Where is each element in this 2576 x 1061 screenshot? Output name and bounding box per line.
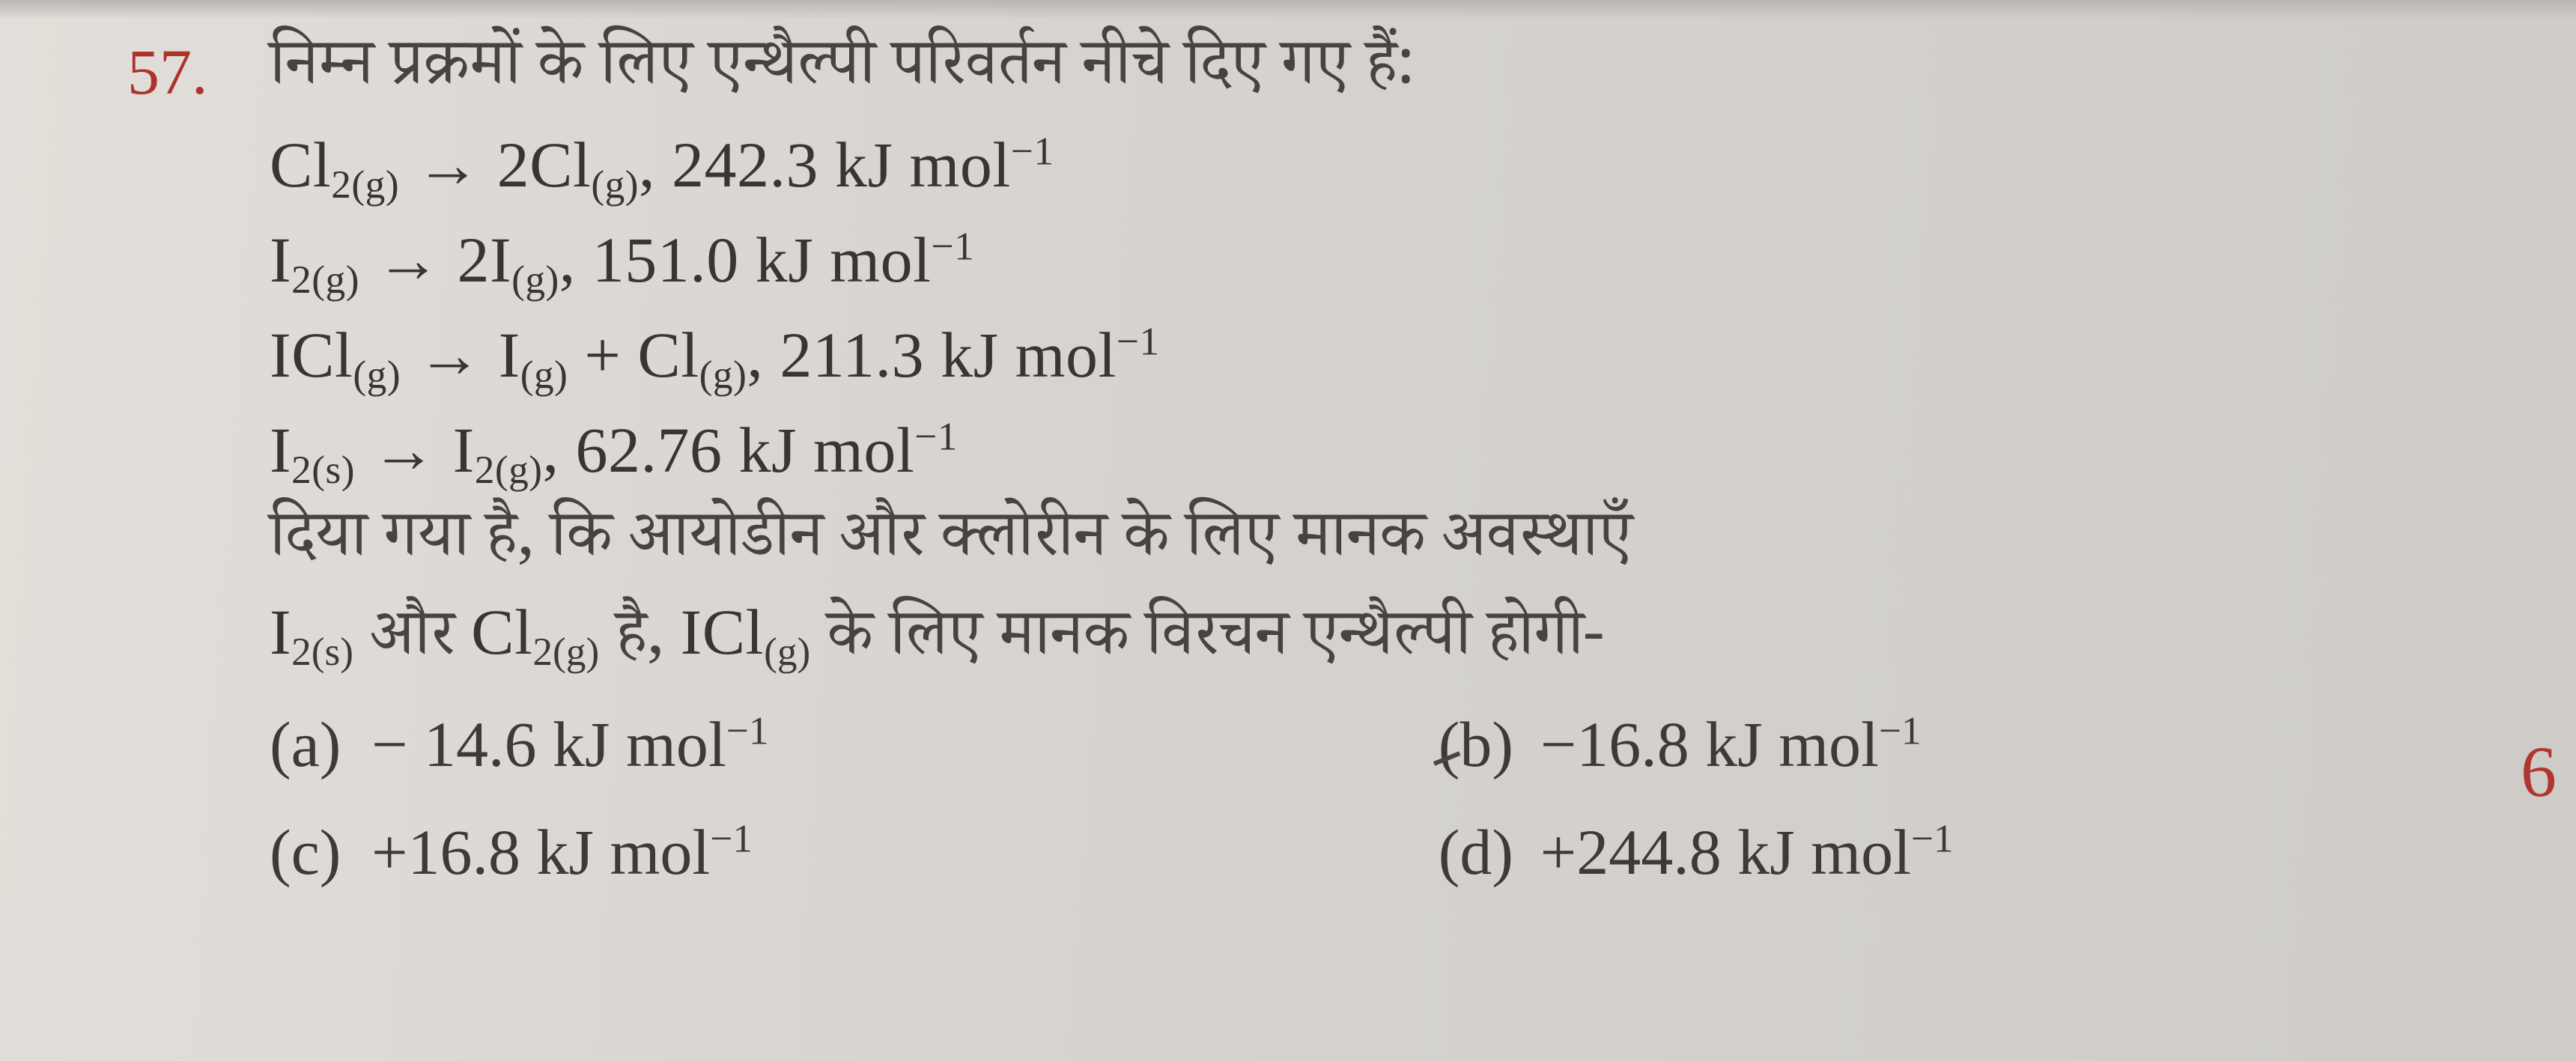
eq1-rhs: 2Cl [497, 129, 592, 201]
question-body: निम्न प्रक्रमों के लिए एन्थैल्पी परिवर्त… [270, 30, 2509, 896]
option-a[interactable]: (a) − 14.6 kJ mol−1 [270, 701, 1394, 788]
mid-seg1-sub: 2(s) [291, 629, 353, 674]
eq1-exp: −1 [1011, 129, 1054, 174]
option-c-value: +16.8 kJ mol [371, 816, 710, 888]
mid-seg4: है, [599, 594, 680, 694]
eq4-arrow: → [371, 414, 437, 486]
eq2-arrow: → [376, 224, 441, 296]
eq3-rhs1-sub: (g) [520, 352, 568, 397]
eq2-rhs: 2I [457, 224, 511, 296]
eq1-lhs: Cl [270, 129, 331, 201]
eq2-exp: −1 [932, 224, 975, 269]
mid-seg3: Cl [471, 596, 532, 668]
option-a-value: − 14.6 kJ mol [371, 708, 726, 780]
eq2-value: , 151.0 kJ mol [559, 224, 932, 296]
page: 57. निम्न प्रक्रमों के लिए एन्थैल्पी परि… [0, 0, 2576, 1061]
eq3-arrow: → [417, 319, 482, 391]
option-c-label: (c) [270, 809, 352, 896]
question-number: 57. [127, 30, 270, 109]
eq2-lhs: I [270, 224, 291, 296]
eq1-rhs-sub: (g) [591, 162, 639, 207]
mid-seg6: के लिए मानक विरचन एन्थैल्पी होगी- [810, 594, 1603, 694]
eq3-rhs2-sub: (g) [699, 352, 747, 397]
eq3-lhs-sub: (g) [353, 352, 401, 397]
middle-text-line1: दिया गया है, कि आयोडीन और क्लोरीन के लिए… [270, 502, 2509, 589]
equation-4: I2(s) → I2(g), 62.76 kJ mol−1 [270, 407, 2509, 497]
mid-seg5-sub: (g) [764, 629, 810, 674]
option-b-label: (b) [1439, 701, 1521, 788]
eq4-rhs-sub: 2(g) [475, 447, 543, 492]
question-row: 57. निम्न प्रक्रमों के लिए एन्थैल्पी परि… [127, 30, 2509, 896]
eq1-lhs-sub: 2(g) [331, 162, 399, 207]
option-b[interactable]: (b) −16.8 kJ mol−1 [1439, 701, 2509, 788]
middle-text-line2: I2(s) और Cl2(g) है, ICl(g) के लिए मानक व… [270, 589, 2509, 687]
option-b-exp: −1 [1879, 708, 1922, 753]
option-c-text: +16.8 kJ mol−1 [371, 809, 753, 896]
option-a-exp: −1 [726, 708, 769, 753]
option-c[interactable]: (c) +16.8 kJ mol−1 [270, 809, 1394, 896]
equation-3: ICl(g) → I(g) + Cl(g), 211.3 kJ mol−1 [270, 311, 2509, 402]
page-top-shadow [0, 0, 2576, 19]
option-a-text: − 14.6 kJ mol−1 [371, 701, 769, 788]
eq4-lhs: I [270, 414, 291, 486]
option-d-value: +244.8 kJ mol [1540, 816, 1911, 888]
eq3-rhs1: I [499, 319, 520, 391]
eq3-plus: + [568, 319, 637, 391]
mid-seg3-sub: 2(g) [532, 629, 599, 674]
mid-seg1: I [270, 596, 291, 668]
option-d-text: +244.8 kJ mol−1 [1540, 809, 1954, 896]
page-margin-mark: 6 [2521, 730, 2557, 813]
equation-1: Cl2(g) → 2Cl(g), 242.3 kJ mol−1 [270, 121, 2509, 212]
eq4-exp: −1 [914, 413, 958, 458]
question-prompt: निम्न प्रक्रमों के लिए एन्थैल्पी परिवर्त… [270, 30, 2509, 117]
option-a-label: (a) [270, 701, 352, 788]
eq4-value: , 62.76 kJ mol [543, 414, 915, 486]
eq1-arrow: → [416, 129, 481, 201]
option-d-exp: −1 [1911, 816, 1954, 861]
eq3-exp: −1 [1117, 319, 1160, 364]
option-c-exp: −1 [710, 816, 753, 861]
eq3-rhs2: Cl [637, 319, 699, 391]
option-b-value: −16.8 kJ mol [1540, 708, 1879, 780]
eq4-lhs-sub: 2(s) [291, 447, 355, 492]
eq4-rhs: I [453, 414, 475, 486]
option-b-text: −16.8 kJ mol−1 [1540, 701, 1922, 788]
eq1-value: , 242.3 kJ mol [639, 129, 1011, 201]
eq3-value: , 211.3 kJ mol [747, 319, 1117, 391]
mid-seg5: ICl [681, 596, 764, 668]
mid-seg2: और [353, 594, 471, 694]
option-d-label: (d) [1439, 809, 1521, 896]
options-grid: (a) − 14.6 kJ mol−1 (b) −16.8 kJ mol−1 (… [270, 701, 2509, 896]
eq2-rhs-sub: (g) [511, 257, 559, 302]
equation-2: I2(g) → 2I(g), 151.0 kJ mol−1 [270, 216, 2509, 307]
eq3-lhs: ICl [270, 319, 353, 391]
eq2-lhs-sub: 2(g) [291, 257, 359, 302]
option-d[interactable]: (d) +244.8 kJ mol−1 [1439, 809, 2509, 896]
